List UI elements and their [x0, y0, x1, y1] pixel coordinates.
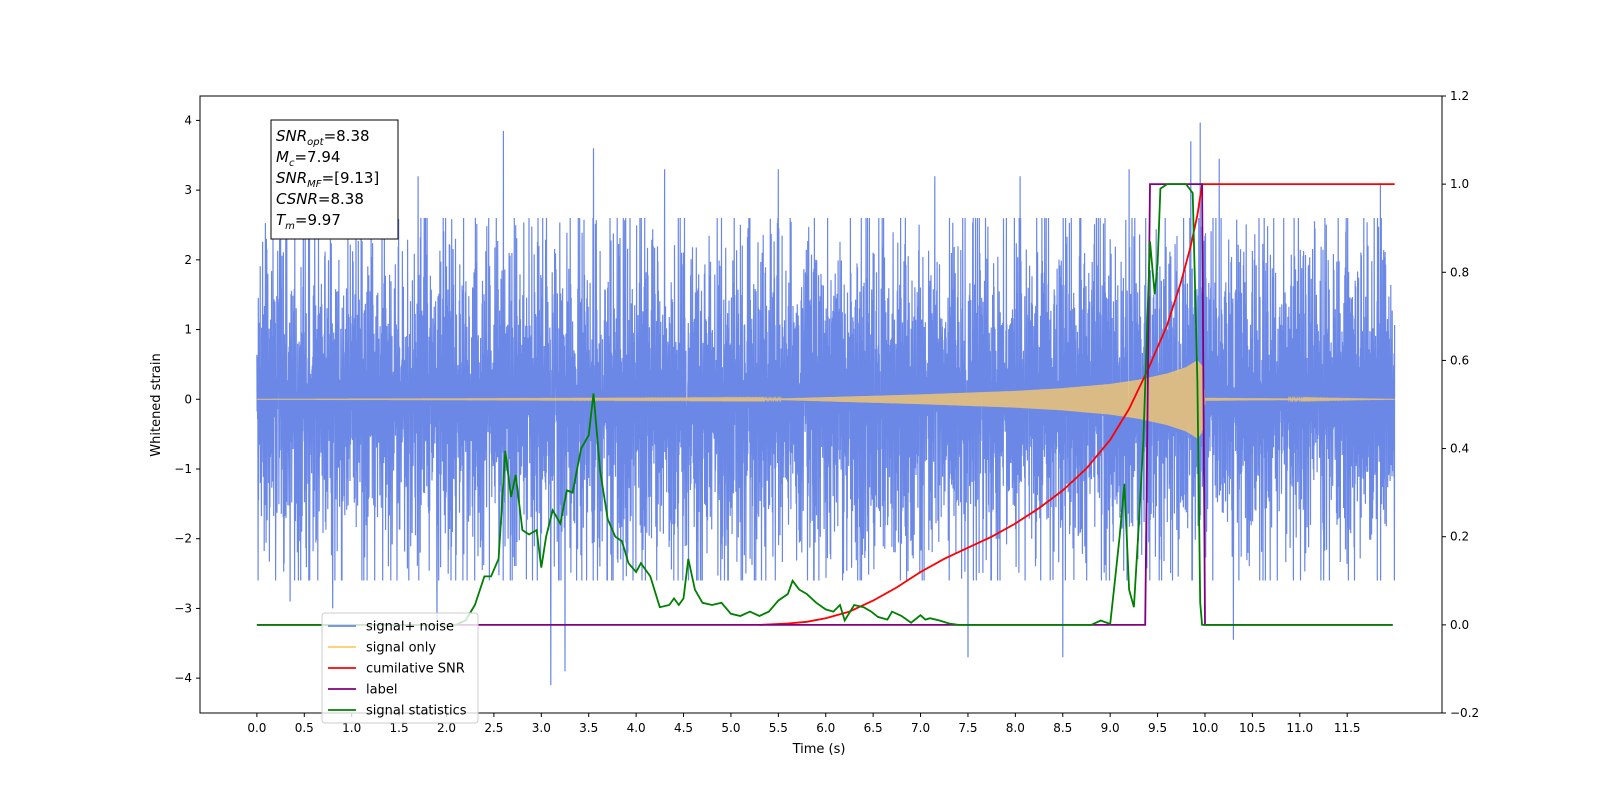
x-tick-label: 2.0 [437, 721, 456, 735]
info-value: =9.97 [295, 211, 341, 229]
x-axis: 0.0 0.5 1.0 1.5 2.0 2.5 3.0 3.5 4.0 4.5 5.0 5.5 6.0 6… [247, 713, 1361, 735]
x-tick-label: 11.5 [1334, 721, 1361, 735]
info-subscript: c [289, 158, 295, 169]
info-line: SNRopt=8.38 [276, 127, 370, 148]
y2-tick-label: −0.2 [1450, 706, 1479, 720]
legend: signal+ noise signal only cumilative SNR la… [321, 612, 479, 724]
snr-info-box: SNRopt=8.38Mc=7.94SNRMF=[9.13]CSNR=8.38T… [270, 119, 399, 240]
x-tick-label: 7.0 [911, 721, 930, 735]
x-tick-label: 1.0 [342, 721, 361, 735]
series-line-signal-only [256, 360, 1395, 439]
x-tick-label: 0.5 [295, 721, 314, 735]
x-tick-label: 8.0 [1006, 721, 1025, 735]
y-tick-label: 2 [184, 253, 192, 267]
series-line-signal-noise [256, 122, 1396, 686]
info-subscript: MF [307, 179, 322, 190]
x-tick-label: 3.0 [532, 721, 551, 735]
series-line-signal-statistics [256, 183, 1393, 626]
y-axis-right: 1.2 1.0 0.8 0.6 0.4 0.2 0.0 −0.2 [1442, 89, 1479, 720]
y2-tick-label: 0.6 [1450, 353, 1469, 367]
x-tick-label: 10.0 [1192, 721, 1219, 735]
y-tick-label: −4 [174, 671, 192, 685]
y2-tick-label: 0.8 [1450, 265, 1469, 279]
info-symbol: SNR [276, 127, 307, 145]
x-tick-label: 4.5 [674, 721, 693, 735]
legend-label: signal only [366, 641, 436, 656]
info-line: SNRMF=[9.13] [276, 169, 379, 190]
info-box-frame [270, 119, 399, 240]
y-tick-label: 0 [184, 392, 192, 406]
y-tick-label: 1 [184, 323, 192, 337]
x-tick-label: 2.5 [484, 721, 503, 735]
info-subscript: opt [307, 137, 324, 148]
x-tick-label: 5.5 [769, 721, 788, 735]
info-subscript: m [285, 221, 295, 232]
x-tick-label: 9.0 [1101, 721, 1120, 735]
x-tick-label: 10.5 [1239, 721, 1266, 735]
x-tick-label: 4.0 [627, 721, 646, 735]
x-tick-label: 1.5 [390, 721, 409, 735]
info-value: =7.94 [294, 148, 340, 166]
legend-label: label [366, 683, 397, 698]
x-tick-label: 6.0 [816, 721, 835, 735]
series-line-cumulative-snr [759, 183, 1395, 626]
y-tick-label: −3 [174, 601, 192, 615]
info-line: Mc=7.94 [276, 148, 340, 169]
x-tick-label: 7.5 [958, 721, 977, 735]
info-symbol: CSNR [276, 190, 318, 208]
x-tick-label: 11.0 [1286, 721, 1313, 735]
y-axis-left: 4 3 2 1 0 −1 −2 −3 −4 [174, 113, 200, 685]
info-value: =[9.13] [322, 169, 380, 187]
legend-label: signal+ noise [366, 620, 454, 635]
info-symbol: T [276, 211, 287, 229]
y-tick-label: 4 [184, 113, 192, 127]
x-tick-label: 9.5 [1148, 721, 1167, 735]
x-tick-label: 0.0 [247, 721, 266, 735]
x-tick-label: 8.5 [1053, 721, 1072, 735]
y-tick-label: −1 [174, 462, 192, 476]
y2-tick-label: 1.0 [1450, 177, 1469, 191]
plot-frame [199, 95, 1443, 714]
y2-tick-label: 0.2 [1450, 530, 1469, 544]
y-tick-label: −2 [174, 532, 192, 546]
y2-tick-label: 0.0 [1450, 618, 1469, 632]
info-symbol: M [276, 148, 289, 166]
x-axis-label: Time (s) [792, 742, 846, 757]
info-line: Tm=9.97 [276, 211, 341, 232]
info-line: CSNR=8.38 [276, 190, 364, 208]
legend-label: signal statistics [366, 704, 467, 719]
y2-tick-label: 1.2 [1450, 89, 1469, 103]
info-value: =8.38 [324, 127, 370, 145]
info-value: =8.38 [318, 190, 364, 208]
info-symbol: SNR [276, 169, 307, 187]
x-tick-label: 3.5 [579, 721, 598, 735]
x-tick-label: 6.5 [864, 721, 883, 735]
y2-tick-label: 0.4 [1450, 442, 1469, 456]
y-axis-label: Whitened strain [149, 353, 164, 456]
plot-area [256, 122, 1396, 686]
x-tick-label: 5.0 [721, 721, 740, 735]
y-tick-label: 3 [184, 183, 192, 197]
legend-label: cumilative SNR [366, 662, 465, 677]
legend-frame [321, 612, 479, 724]
